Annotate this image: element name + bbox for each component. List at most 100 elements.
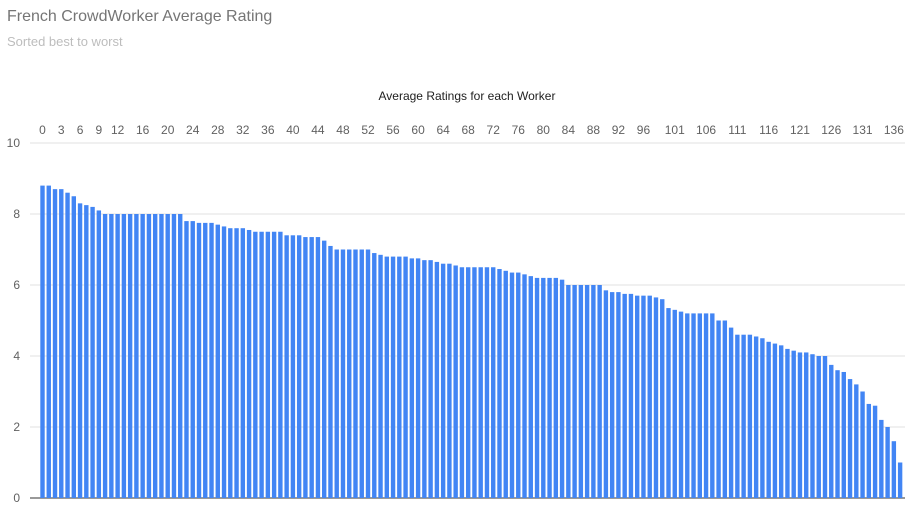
bar — [653, 297, 659, 498]
bar — [572, 285, 577, 498]
y-tick-label: 2 — [13, 420, 20, 434]
bar — [390, 256, 396, 498]
x-tick-label: 111 — [728, 123, 747, 137]
bar — [159, 214, 164, 498]
bar — [459, 267, 465, 498]
bar — [584, 285, 590, 498]
bar — [140, 214, 145, 498]
x-tick-label: 16 — [136, 123, 150, 137]
bar — [835, 370, 840, 498]
bar — [65, 192, 70, 498]
x-tick-label: 116 — [759, 123, 778, 137]
bar — [447, 263, 452, 498]
x-tick-label: 52 — [361, 123, 375, 137]
x-tick-label: 40 — [286, 123, 300, 137]
bar — [165, 214, 170, 498]
x-tick-label: 36 — [261, 123, 275, 137]
bar — [866, 403, 872, 498]
bar — [265, 231, 271, 498]
bar — [40, 185, 45, 498]
bar — [109, 214, 114, 498]
x-tick-label: 92 — [612, 123, 626, 137]
bar — [710, 313, 715, 498]
bar — [46, 185, 51, 498]
bar — [760, 338, 765, 498]
bar — [378, 254, 383, 498]
bar — [440, 263, 446, 498]
x-tick-label: 60 — [411, 123, 425, 137]
bar — [384, 256, 389, 498]
bar — [84, 205, 89, 499]
bar — [566, 285, 571, 498]
bar — [271, 231, 277, 498]
bar — [52, 189, 58, 498]
y-tick-label: 6 — [13, 278, 20, 292]
bar — [215, 224, 220, 498]
bar — [203, 222, 208, 499]
bar — [810, 354, 815, 498]
x-tick-label: 0 — [39, 123, 46, 137]
bar — [77, 203, 83, 498]
bar — [134, 214, 139, 498]
bar — [578, 285, 584, 498]
x-tick-label: 96 — [637, 123, 651, 137]
bar — [71, 196, 76, 498]
bar — [816, 356, 821, 498]
chart-title: French CrowdWorker Average Rating — [7, 8, 273, 25]
bar — [635, 295, 640, 498]
y-tick-label: 4 — [13, 349, 20, 363]
x-tick-label: 68 — [462, 123, 476, 137]
bar — [359, 249, 364, 498]
x-tick-label: 126 — [821, 123, 841, 137]
bar — [897, 462, 903, 498]
bar — [766, 341, 771, 498]
bar — [541, 277, 546, 498]
bar — [428, 260, 433, 498]
bar — [121, 214, 127, 498]
bar — [735, 334, 740, 498]
bar — [403, 256, 408, 498]
x-axis-label: Average Ratings for each Worker — [379, 89, 556, 103]
bar — [178, 214, 183, 498]
bar — [872, 405, 878, 498]
bar — [328, 245, 333, 498]
chart-subtitle: Sorted best to worst — [7, 34, 123, 49]
bar — [234, 228, 239, 498]
bar — [847, 379, 853, 498]
x-tick-label: 6 — [77, 123, 84, 137]
bar — [791, 350, 796, 498]
bar — [228, 228, 233, 498]
bar — [96, 210, 102, 498]
bar — [309, 237, 314, 498]
bar — [879, 419, 884, 498]
bar — [365, 249, 371, 498]
bar — [641, 295, 646, 498]
bar — [472, 267, 477, 498]
bar — [854, 384, 859, 498]
bar — [422, 260, 427, 498]
bar — [785, 348, 790, 498]
bar — [196, 222, 202, 499]
bar — [453, 265, 458, 498]
bar — [778, 345, 784, 498]
bar — [278, 231, 283, 498]
bar — [534, 277, 540, 498]
bar — [747, 334, 753, 498]
bar — [885, 427, 890, 498]
bar — [409, 258, 415, 499]
bar — [296, 235, 302, 499]
bar — [772, 343, 778, 498]
bar — [90, 206, 95, 498]
bar — [597, 285, 602, 498]
bar — [697, 313, 702, 498]
bar — [528, 276, 533, 499]
bar — [102, 214, 108, 498]
bar — [616, 292, 621, 498]
bar — [503, 270, 508, 498]
bar — [609, 292, 615, 498]
bar — [891, 441, 897, 498]
bar — [716, 320, 721, 498]
bar — [240, 228, 246, 498]
bar — [127, 214, 133, 498]
bar — [415, 258, 421, 499]
